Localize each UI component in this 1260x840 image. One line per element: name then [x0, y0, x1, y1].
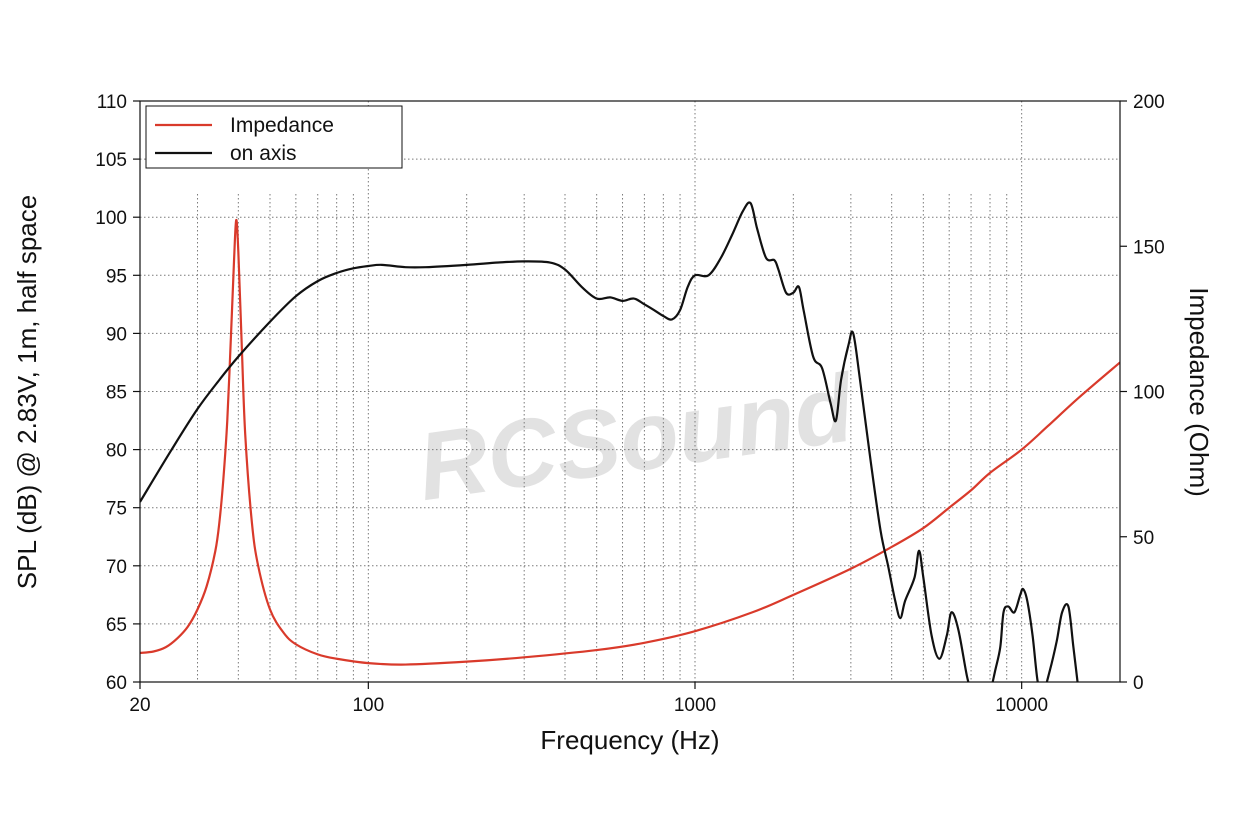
watermark-text: RCSound [412, 354, 862, 521]
y2-tick-label: 0 [1133, 673, 1144, 694]
y-tick-label: 110 [97, 92, 127, 113]
y2-tick-label: 50 [1133, 528, 1154, 549]
y-tick-label: 80 [106, 441, 127, 462]
x-tick-label: 100 [352, 695, 384, 716]
plot-area [140, 201, 1120, 682]
y-tick-label: 70 [106, 557, 127, 578]
legend-label-on-axis: on axis [230, 142, 297, 165]
y-tick-label: 75 [106, 499, 127, 520]
y-tick-label: 90 [106, 324, 127, 345]
legend: Impedance on axis [145, 105, 403, 169]
x-tick-label: 10000 [995, 695, 1048, 716]
x-tick-label: 20 [129, 695, 150, 716]
y2-tick-label: 100 [1133, 383, 1165, 404]
axis-ticks: 60 65 70 75 80 85 90 95 100 105 110 0 50 100 150 200 20 1… [95, 92, 1164, 716]
series-line-on-axis [140, 201, 1079, 682]
y2-tick-label: 200 [1133, 92, 1165, 113]
series-line-impedance [140, 218, 1120, 666]
y-tick-label: 105 [95, 150, 127, 171]
y-tick-label: 65 [106, 615, 127, 636]
x-tick-label: 1000 [674, 695, 716, 716]
y-tick-label: 60 [106, 673, 127, 694]
y2-axis-title: Impedance (Ohm) [1184, 287, 1214, 497]
y-tick-label: 95 [106, 266, 127, 287]
legend-box [145, 105, 403, 169]
x-axis-title: Frequency (Hz) [540, 725, 719, 755]
y-tick-label: 100 [95, 208, 127, 229]
y-tick-label: 85 [106, 383, 127, 404]
y2-tick-label: 150 [1133, 237, 1165, 258]
legend-label-impedance: Impedance [230, 114, 334, 137]
y-axis-title: SPL (dB) @ 2.83V, 1m, half space [12, 195, 42, 589]
